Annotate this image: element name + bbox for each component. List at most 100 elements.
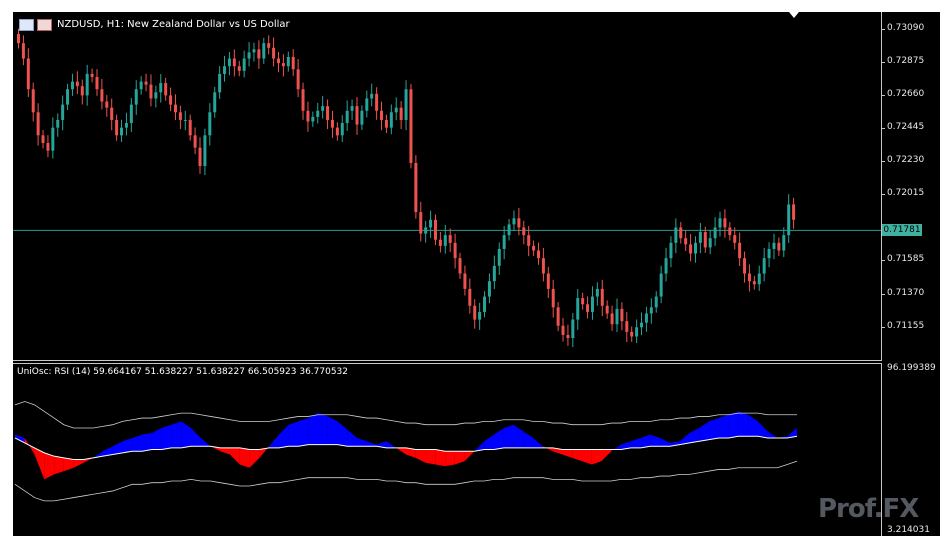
- candle: [512, 210, 516, 231]
- osc-bull-area: [718, 414, 729, 438]
- candle: [438, 231, 442, 253]
- candle: [311, 111, 315, 127]
- candle: [51, 117, 55, 159]
- candle: [777, 237, 781, 256]
- chart-window-icon[interactable]: [19, 19, 34, 31]
- price-axis-tick-mark: [881, 194, 885, 196]
- osc-bull-area: [728, 411, 739, 438]
- candle: [640, 312, 644, 336]
- candle: [424, 220, 428, 243]
- osc-axis-bottom: 3.214031: [887, 525, 930, 535]
- osc-bear-area: [562, 449, 573, 458]
- osc-bull-area: [484, 434, 494, 450]
- osc-bull-area: [650, 434, 661, 447]
- osc-bull-area: [288, 421, 299, 447]
- oscillator-chart[interactable]: [13, 364, 881, 536]
- candle: [595, 282, 599, 306]
- candle: [664, 247, 668, 282]
- candle: [448, 228, 452, 252]
- candle: [389, 104, 393, 135]
- osc-bear-area: [34, 447, 45, 480]
- candle: [330, 110, 334, 138]
- osc-bull-area: [787, 428, 797, 438]
- candle: [527, 226, 531, 257]
- shift-marker-icon[interactable]: [789, 12, 799, 18]
- osc-bull-area: [679, 432, 690, 445]
- candle: [237, 60, 241, 77]
- candle: [262, 37, 266, 64]
- osc-bear-area: [63, 457, 74, 472]
- candle: [679, 222, 683, 244]
- candle: [164, 77, 168, 101]
- osc-bull-area: [142, 432, 152, 452]
- candle: [718, 211, 722, 237]
- osc-bull-area: [318, 413, 328, 445]
- candle: [644, 306, 648, 332]
- candle: [46, 135, 50, 158]
- candle: [370, 83, 374, 107]
- candle: [257, 40, 261, 69]
- candlestick-chart[interactable]: [13, 12, 881, 360]
- osc-bear-area: [415, 449, 426, 463]
- symbol-flag-icon[interactable]: [37, 19, 52, 31]
- candle: [345, 100, 349, 131]
- price-axis-tick-mark: [881, 326, 885, 328]
- chart-window[interactable]: NZDUSD, H1: New Zealand Dollar vs US Dol…: [13, 12, 940, 536]
- osc-upper-band: [14, 401, 797, 429]
- price-chart-area[interactable]: NZDUSD, H1: New Zealand Dollar vs US Dol…: [13, 12, 882, 361]
- candle: [203, 128, 207, 176]
- price-axis-tick: 0.71155: [887, 320, 925, 331]
- osc-bull-area: [161, 424, 172, 450]
- candle: [792, 197, 796, 229]
- candle: [556, 301, 560, 332]
- candle: [360, 105, 364, 130]
- candle: [507, 219, 511, 241]
- candle: [90, 68, 94, 83]
- candle: [365, 90, 369, 118]
- osc-bull-area: [278, 424, 289, 448]
- candle: [384, 114, 388, 134]
- candle: [767, 242, 771, 268]
- osc-bear-area: [464, 451, 475, 462]
- candle: [36, 103, 40, 146]
- osc-bull-area: [171, 421, 182, 448]
- osc-bull-area: [611, 444, 622, 452]
- price-axis-tick: 0.71585: [887, 254, 925, 265]
- candle: [458, 252, 462, 279]
- osc-bull-area: [689, 428, 700, 443]
- price-axis-tick-mark: [881, 62, 885, 64]
- candle: [409, 83, 413, 169]
- price-axis-tick-mark: [881, 161, 885, 163]
- candle: [286, 51, 290, 72]
- osc-bull-area: [327, 416, 338, 445]
- osc-bear-area: [239, 447, 250, 468]
- candle: [590, 286, 594, 320]
- candle: [154, 85, 158, 108]
- candle: [21, 35, 25, 66]
- price-axis-tick-mark: [881, 29, 885, 31]
- osc-bull-area: [308, 413, 319, 445]
- candle: [213, 86, 217, 118]
- candle: [605, 300, 609, 319]
- candle: [752, 275, 756, 290]
- candle: [468, 278, 472, 314]
- candle: [625, 312, 629, 343]
- price-axis-tick: 0.71370: [887, 287, 925, 298]
- candle: [267, 35, 271, 55]
- candle: [747, 264, 751, 292]
- candle: [738, 232, 742, 267]
- candle: [223, 55, 227, 82]
- candle: [31, 82, 35, 122]
- candle: [693, 236, 697, 263]
- candle: [463, 265, 467, 296]
- osc-bear-area: [230, 447, 240, 465]
- candle: [124, 112, 128, 136]
- candle: [473, 299, 477, 329]
- candle: [183, 110, 187, 131]
- osc-bear-area: [396, 447, 406, 455]
- candle: [218, 66, 222, 99]
- osc-bear-area: [454, 451, 465, 465]
- osc-bull-area: [337, 421, 348, 447]
- candle: [316, 102, 320, 124]
- oscillator-panel[interactable]: UniOsc: RSI (14) 59.664167 51.638227 51.…: [13, 363, 882, 536]
